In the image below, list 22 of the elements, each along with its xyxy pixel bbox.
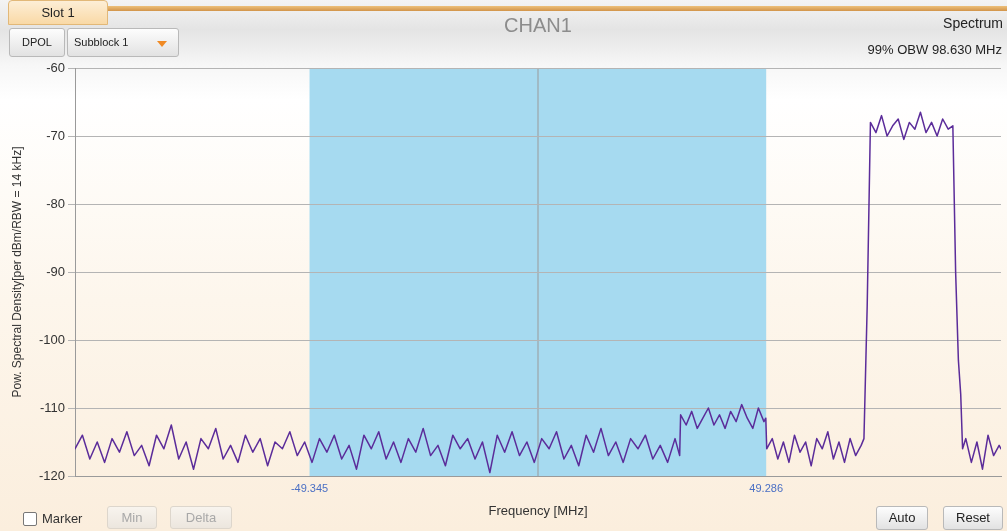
y-tick-label: -60 <box>46 59 65 75</box>
y-tick-label: -110 <box>39 399 65 415</box>
y-tick-label: -70 <box>46 127 65 143</box>
y-axis-title: Pow. Spectral Density[per dBm/RBW = 14 kHz] <box>9 146 24 398</box>
chart-subtitle: Spectrum <box>943 15 1003 31</box>
x-tick-label: 49.286 <box>749 481 784 494</box>
y-tick-label: -80 <box>46 195 65 211</box>
tab[interactable] <box>8 0 108 25</box>
y-tick-label: -120 <box>38 467 65 483</box>
chart-title: CHAN1 <box>504 14 572 36</box>
checkbox[interactable] <box>23 511 37 526</box>
button[interactable] <box>943 506 1003 530</box>
button[interactable] <box>876 506 928 530</box>
text: Subblock 1 <box>74 35 129 50</box>
y-tick-label: -100 <box>38 331 65 347</box>
text: 99% OBW 98.630 MHz <box>867 42 1002 57</box>
x-axis-title: Frequency [MHz] <box>488 502 588 518</box>
dropdown[interactable] <box>67 28 179 57</box>
button[interactable] <box>9 28 65 57</box>
text: Marker <box>42 511 83 526</box>
x-tick-label: -49.345 <box>290 481 329 494</box>
y-tick-label: -90 <box>46 263 65 279</box>
